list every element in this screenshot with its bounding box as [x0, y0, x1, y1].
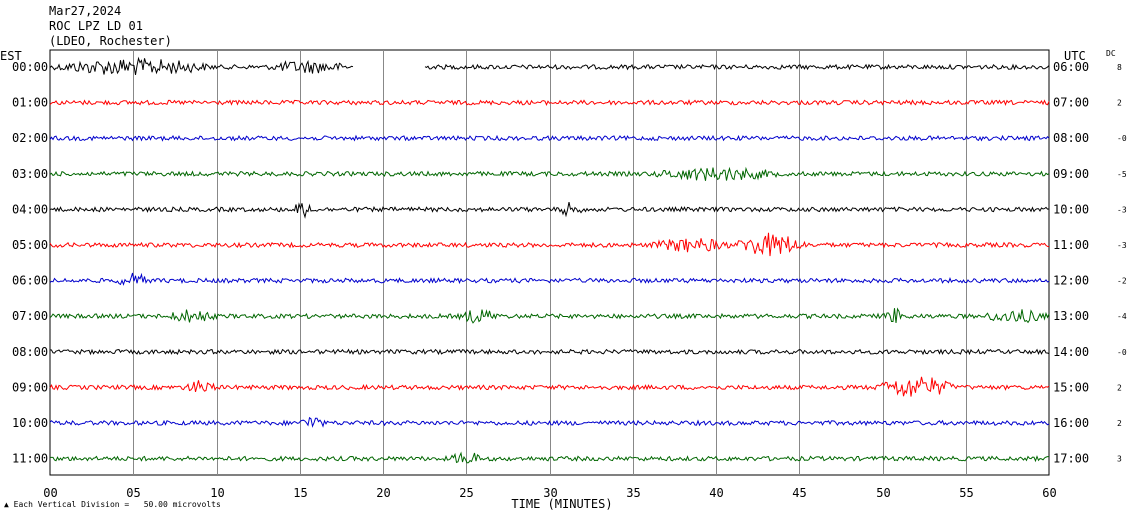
dc-offset-label: 2 — [1117, 99, 1122, 108]
x-tick-label: 55 — [959, 486, 973, 500]
x-tick-label: 15 — [293, 486, 307, 500]
trace-0400 — [49, 201, 1050, 219]
station-logo-icon: ▲ — [4, 500, 9, 509]
x-tick-label: 40 — [709, 486, 723, 500]
est-hour-label: 02:00 — [12, 131, 48, 145]
dc-axis-label: DC — [1106, 49, 1116, 58]
est-hour-label: 07:00 — [12, 309, 48, 323]
x-tick-label: 20 — [376, 486, 390, 500]
utc-hour-label: 15:00 — [1053, 380, 1089, 394]
trace-1000 — [49, 416, 1050, 428]
date-label: Mar27,2024 — [49, 4, 122, 18]
dc-offset-label: 2 — [1117, 419, 1122, 428]
network-label: (LDEO, Rochester) — [49, 34, 172, 48]
trace-0700 — [49, 307, 1050, 324]
trace-0300 — [49, 166, 1050, 181]
x-tick-label: 35 — [626, 486, 640, 500]
dc-offset-label: 3 — [1117, 455, 1122, 464]
dc-offset-label: -2 — [1117, 277, 1127, 286]
est-hour-label: 10:00 — [12, 416, 48, 430]
utc-hour-label: 10:00 — [1053, 202, 1089, 216]
utc-hour-label: 08:00 — [1053, 131, 1089, 145]
utc-hour-label: 12:00 — [1053, 274, 1089, 288]
dc-offset-label: -0 — [1117, 348, 1127, 357]
x-tick-label: 30 — [543, 486, 557, 500]
footer: ▲ Each Vertical Division = 50.00 microvo… — [4, 500, 221, 509]
trace-1100 — [50, 451, 1049, 464]
utc-hour-label: 17:00 — [1053, 452, 1089, 466]
x-tick-label: 60 — [1042, 486, 1056, 500]
x-axis-label: TIME (MINUTES) — [511, 497, 612, 511]
utc-hour-label: 14:00 — [1053, 345, 1089, 359]
utc-hour-label: 16:00 — [1053, 416, 1089, 430]
plot-frame — [49, 49, 1050, 476]
dc-offset-label: 2 — [1117, 383, 1122, 392]
est-hour-label: 00:00 — [12, 60, 48, 74]
utc-hour-label: 13:00 — [1053, 309, 1089, 323]
trace-0100 — [49, 99, 1050, 107]
x-tick-label: 05 — [126, 486, 140, 500]
est-hour-label: 03:00 — [12, 167, 48, 181]
est-hour-label: 06:00 — [12, 274, 48, 288]
utc-hour-label: 07:00 — [1053, 96, 1089, 110]
utc-axis-label: UTC — [1064, 49, 1086, 63]
trace-0500 — [49, 232, 1050, 257]
est-hour-label: 08:00 — [12, 345, 48, 359]
est-hour-label: 11:00 — [12, 452, 48, 466]
scale-note: Each Vertical Division = 50.00 microvolt… — [13, 500, 221, 509]
trace-0000 — [49, 56, 1050, 75]
utc-hour-label: 06:00 — [1053, 60, 1089, 74]
dc-offset-label: -4 — [1117, 312, 1127, 321]
utc-hour-label: 11:00 — [1053, 238, 1089, 252]
x-tick-label: 50 — [876, 486, 890, 500]
utc-hour-label: 09:00 — [1053, 167, 1089, 181]
trace-0200 — [49, 134, 1050, 142]
est-hour-label: 01:00 — [12, 96, 48, 110]
station-label: ROC LPZ LD 01 — [49, 19, 143, 33]
trace-0900 — [49, 376, 1050, 397]
est-hour-label: 04:00 — [12, 202, 48, 216]
est-axis-label: EST — [0, 49, 22, 63]
x-tick-label: 10 — [210, 486, 224, 500]
trace-0800 — [49, 348, 1050, 356]
dc-offset-label: -0 — [1117, 134, 1127, 143]
x-tick-label: 45 — [792, 486, 806, 500]
dc-offset-label: -3 — [1117, 241, 1127, 250]
dc-offset-label: -3 — [1117, 205, 1127, 214]
est-hour-label: 05:00 — [12, 238, 48, 252]
dc-offset-label: 8 — [1117, 63, 1122, 72]
dc-offset-label: -5 — [1117, 170, 1127, 179]
x-tick-label: 00 — [43, 486, 57, 500]
est-hour-label: 09:00 — [12, 380, 48, 394]
x-tick-label: 25 — [459, 486, 473, 500]
trace-0600 — [49, 272, 1050, 286]
